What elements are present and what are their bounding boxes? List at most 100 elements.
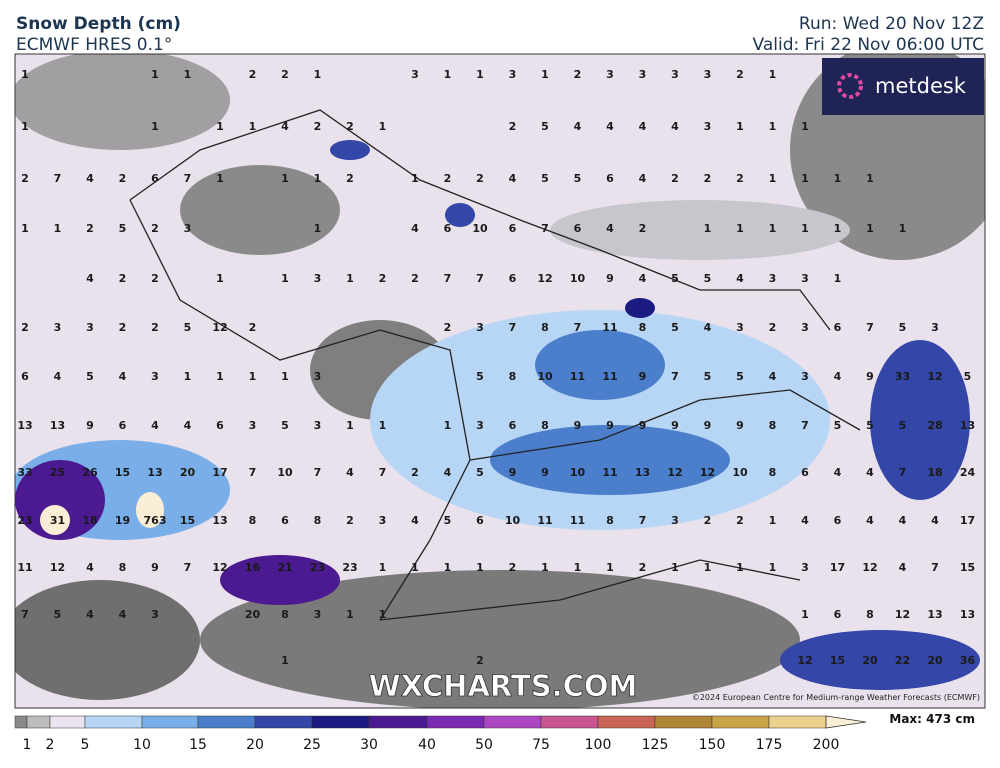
grid-value: 6 [119, 419, 127, 432]
grid-value: 1 [314, 172, 322, 185]
legend-label: 2 [46, 737, 55, 753]
legend-swatch [49, 715, 86, 729]
grid-value: 18 [927, 466, 942, 479]
grid-value: 1 [249, 120, 257, 133]
grid-value: 15 [830, 654, 845, 667]
grid-value: 1 [704, 222, 712, 235]
grid-value: 17 [960, 514, 975, 527]
grid-value: 2 [639, 222, 647, 235]
grid-value: 3 [769, 272, 777, 285]
grid-value: 5 [834, 419, 842, 432]
grid-value: 1 [769, 514, 777, 527]
grid-value: 8 [541, 321, 549, 334]
grid-value: 1 [704, 561, 712, 574]
grid-value: 10 [570, 272, 586, 285]
copyright: ©2024 European Centre for Medium-range W… [692, 693, 980, 702]
grid-value: 3 [704, 68, 712, 81]
grid-value: 7 [801, 419, 809, 432]
grid-value: 2 [249, 68, 257, 81]
grid-value: 2 [509, 561, 517, 574]
legend-swatch [311, 715, 370, 729]
grid-value: 4 [866, 514, 874, 527]
grid-value: 20 [862, 654, 878, 667]
grid-value: 6 [606, 172, 614, 185]
grid-value: 1 [866, 172, 874, 185]
grid-value: 8 [606, 514, 614, 527]
max-label: Max: 473 cm [889, 712, 975, 726]
legend-label: 50 [475, 737, 493, 753]
legend-swatch [14, 715, 28, 729]
grid-value: 1 [736, 222, 744, 235]
grid-value: 13 [50, 419, 65, 432]
grid-value: 5 [541, 120, 549, 133]
grid-value: 12 [895, 608, 910, 621]
grid-value: 12 [797, 654, 812, 667]
legend-swatch [483, 715, 542, 729]
grid-value: 2 [281, 68, 289, 81]
grid-value: 5 [541, 172, 549, 185]
grid-value: 1 [249, 370, 257, 383]
grid-value: 1 [184, 370, 192, 383]
legend-label: 175 [756, 737, 783, 753]
grid-value: 1 [834, 172, 842, 185]
grid-value: 1 [866, 222, 874, 235]
grid-value: 3 [801, 321, 809, 334]
grid-value: 4 [346, 466, 354, 479]
grid-value: 7 [249, 466, 257, 479]
grid-value: 4 [86, 561, 94, 574]
grid-value: 1 [216, 172, 224, 185]
grid-value: 4 [704, 321, 712, 334]
legend-label: 15 [189, 737, 207, 753]
grid-value: 7 [671, 370, 679, 383]
grid-value: 26 [82, 466, 98, 479]
grid-value: 1 [834, 272, 842, 285]
grid-value: 4 [281, 120, 289, 133]
grid-value: 3 [314, 608, 322, 621]
grid-value: 4 [184, 419, 192, 432]
grid-value: 1 [769, 68, 777, 81]
grid-value: 6 [281, 514, 289, 527]
grid-value: 17 [212, 466, 227, 479]
grid-value: 1 [411, 172, 419, 185]
grid-value: 2 [444, 321, 452, 334]
grid-value: 13 [960, 419, 975, 432]
grid-value: 5 [86, 370, 94, 383]
grid-value: 7 [184, 561, 192, 574]
grid-value: 1 [736, 561, 744, 574]
grid-value: 6 [834, 608, 842, 621]
grid-value: 6 [509, 419, 517, 432]
grid-value: 5 [119, 222, 127, 235]
grid-value: 7 [899, 466, 907, 479]
grid-value: 5 [574, 172, 582, 185]
grid-value: 10 [570, 466, 586, 479]
grid-value: 4 [509, 172, 517, 185]
grid-value: 1 [346, 608, 354, 621]
grid-value: 3 [54, 321, 62, 334]
grid-value: 1 [281, 172, 289, 185]
grid-value: 8 [281, 608, 289, 621]
grid-value: 1 [801, 120, 809, 133]
grid-value: 4 [736, 272, 744, 285]
grid-value: 24 [960, 466, 976, 479]
grid-value: 1 [379, 561, 387, 574]
grid-value: 2 [704, 514, 712, 527]
grid-value: 1 [346, 272, 354, 285]
grid-value: 12 [700, 466, 715, 479]
grid-value: 1 [769, 172, 777, 185]
grid-value: 13 [635, 466, 650, 479]
grid-value: 1 [54, 222, 62, 235]
grid-value: 12 [212, 561, 227, 574]
grid-value: 6 [21, 370, 29, 383]
grid-value: 4 [86, 608, 94, 621]
grid-value: 2 [411, 466, 419, 479]
grid-value: 1 [184, 68, 192, 81]
grid-value: 8 [866, 608, 874, 621]
grid-value: 5 [476, 370, 484, 383]
grid-value: 3 [931, 321, 939, 334]
grid-value: 9 [606, 419, 614, 432]
grid-value: 1 [281, 654, 289, 667]
grid-value: 12 [667, 466, 682, 479]
grid-value: 12 [927, 370, 942, 383]
grid-value: 2 [704, 172, 712, 185]
logo: metdesk [875, 74, 967, 98]
